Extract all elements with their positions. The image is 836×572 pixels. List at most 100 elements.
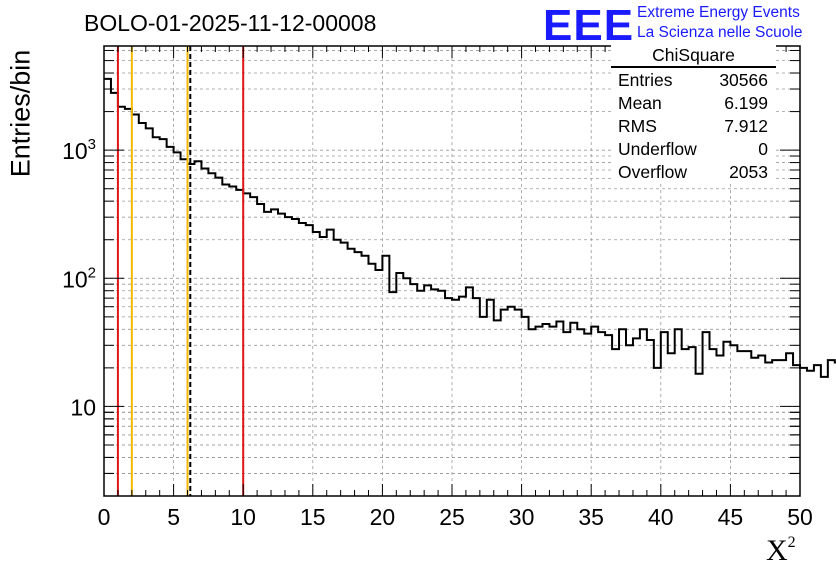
histogram-bin [549, 327, 556, 496]
stats-row-overflow: Overflow 2053 [611, 161, 776, 184]
histogram-bin [292, 219, 299, 496]
histogram-bin [181, 159, 188, 496]
histogram-bin [821, 377, 828, 496]
histogram-bin [139, 123, 146, 496]
logo-line-1: Extreme Energy Events [637, 4, 800, 21]
x-tick-label: 40 [648, 504, 674, 530]
stats-value: 6.199 [724, 93, 768, 113]
histogram-bin [132, 114, 139, 496]
histogram-bin [348, 249, 355, 496]
stats-title: ChiSquare [611, 44, 776, 67]
x-tick-label: 15 [300, 504, 326, 530]
y-tick-label: 103 [62, 136, 96, 164]
histogram-bin [368, 264, 375, 496]
histogram-bin [542, 324, 549, 496]
histogram-bin [431, 289, 438, 496]
x-tick-label: 35 [578, 504, 604, 530]
histogram-bin [591, 327, 598, 496]
histogram-bin [654, 368, 661, 496]
x-tick-label: 10 [230, 504, 256, 530]
histogram-bin [473, 298, 480, 496]
stats-box: ChiSquare Entries 30566 Mean 6.199 RMS 7.91… [611, 44, 776, 184]
histogram-bin [730, 345, 737, 496]
histogram-bin [668, 353, 675, 496]
stats-row-rms: RMS 7.912 [611, 115, 776, 138]
histogram-bin [828, 360, 835, 496]
histogram-bin [710, 349, 717, 496]
histogram-bin [487, 300, 494, 496]
stats-label: RMS [618, 116, 657, 136]
histogram-bin [278, 214, 285, 496]
histogram-bin [570, 323, 577, 496]
histogram-bin [215, 178, 222, 496]
histogram-bin [306, 225, 313, 496]
y-tick-label: 102 [62, 264, 96, 292]
histogram-bin [201, 168, 208, 496]
histogram-bin [744, 351, 751, 496]
histogram-bin [111, 93, 118, 496]
histogram-bin [682, 349, 689, 496]
histogram-bin [556, 322, 563, 496]
x-tick-label: 0 [98, 504, 111, 530]
histogram-bin [605, 335, 612, 496]
stats-label: Entries [618, 70, 673, 90]
histogram-bin [445, 298, 452, 496]
histogram-bin [807, 371, 814, 496]
histogram-bin [577, 329, 584, 496]
histogram-bin [536, 327, 543, 496]
histogram-title: BOLO-01-2025-11-12-00008 [84, 10, 377, 36]
axis-ticks [103, 46, 801, 497]
x-axis-label: X2 [766, 534, 796, 568]
histogram-bin [563, 332, 570, 496]
histogram-bin [146, 128, 153, 496]
histogram-bin [125, 109, 132, 496]
histogram-bin [389, 292, 396, 496]
logo-line-2: La Scienza nelle Scuole [637, 24, 803, 41]
histogram-bin [522, 317, 529, 496]
histogram-bin [382, 256, 389, 496]
eee-logo: EEE [543, 1, 635, 50]
histogram-bin [598, 332, 605, 496]
x-tick-label: 25 [439, 504, 465, 530]
histogram-bin [689, 347, 696, 496]
histogram-bin [765, 363, 772, 496]
stats-value: 2053 [729, 162, 768, 182]
grid [104, 46, 800, 497]
stats-value: 7.912 [724, 116, 768, 136]
histogram-bin [675, 329, 682, 496]
stats-label: Underflow [618, 139, 697, 159]
histogram-bin [584, 334, 591, 496]
stats-row-mean: Mean 6.199 [611, 92, 776, 115]
histogram-bars [104, 77, 836, 496]
histogram-bin [640, 329, 647, 496]
histogram-bin [459, 297, 466, 496]
histogram-bin [410, 284, 417, 496]
x-tick-label: 45 [718, 504, 744, 530]
histogram-bin [396, 273, 403, 496]
histogram-bin [800, 368, 807, 496]
stats-label: Mean [618, 93, 662, 113]
y-axis-label: Entries/bin [5, 49, 36, 178]
histogram-bin [751, 358, 758, 496]
histogram-bin [118, 107, 125, 496]
histogram-bin [222, 184, 229, 496]
histogram-bin [737, 351, 744, 496]
histogram-bin [264, 212, 271, 496]
histogram-bin [362, 256, 369, 496]
histogram-bin [208, 173, 215, 496]
reference-lines [116, 46, 245, 496]
histogram-bin [167, 147, 174, 496]
histogram-bin [313, 232, 320, 496]
tick-labels: 0 5 10 15 20 25 30 35 40 45 50 10 102 103 [62, 136, 813, 530]
histogram-bin [160, 139, 167, 496]
histogram-bin [452, 300, 459, 496]
histogram-bin [772, 360, 779, 496]
histogram-bin [501, 310, 508, 496]
histogram-bin [661, 332, 668, 496]
histogram-bin [515, 310, 522, 496]
x-axis-label-main: X [766, 534, 788, 567]
x-tick-label: 20 [370, 504, 396, 530]
logo-caption: Extreme Energy Events La Scienza nelle S… [637, 3, 802, 43]
histogram-bin [529, 329, 536, 496]
histogram-bin [723, 342, 730, 496]
